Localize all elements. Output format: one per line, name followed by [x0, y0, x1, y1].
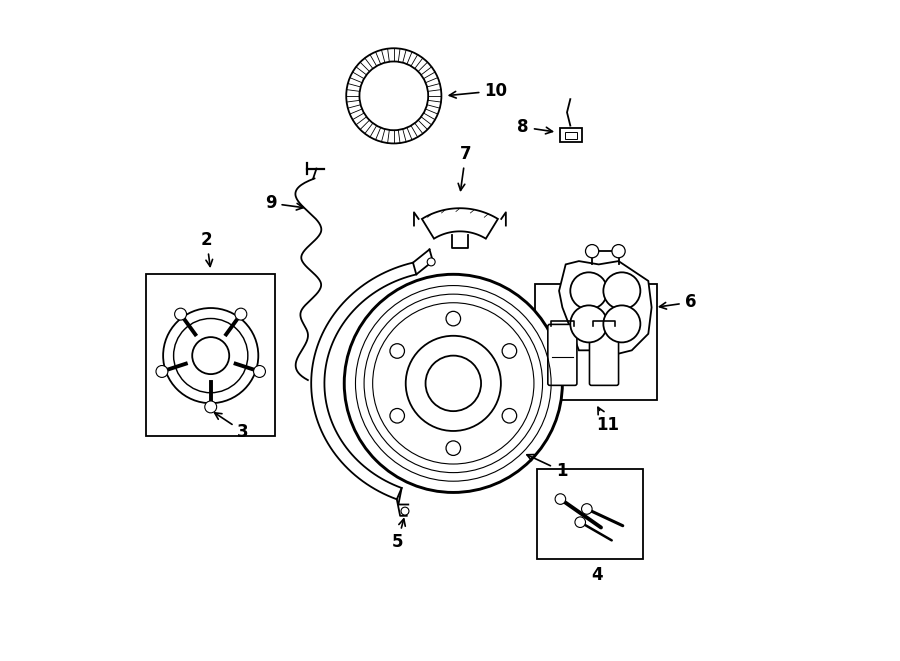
Polygon shape [311, 262, 417, 499]
Circle shape [426, 356, 482, 411]
Circle shape [401, 507, 409, 515]
Bar [561, 128, 581, 142]
Circle shape [156, 366, 168, 377]
Text: 10: 10 [449, 82, 508, 100]
Text: 5: 5 [392, 519, 405, 551]
Circle shape [612, 245, 625, 258]
Circle shape [446, 311, 461, 326]
Circle shape [359, 61, 428, 130]
Circle shape [205, 401, 217, 413]
Text: 4: 4 [591, 566, 603, 584]
Circle shape [235, 308, 247, 320]
Circle shape [390, 408, 404, 423]
Circle shape [581, 504, 592, 514]
Circle shape [603, 272, 641, 309]
Circle shape [502, 408, 517, 423]
Polygon shape [559, 261, 652, 354]
Circle shape [428, 258, 435, 266]
Circle shape [446, 441, 461, 455]
Circle shape [571, 272, 608, 309]
Circle shape [390, 344, 404, 358]
Circle shape [406, 336, 501, 431]
Circle shape [571, 305, 608, 342]
Text: 11: 11 [596, 407, 619, 434]
Circle shape [254, 366, 266, 377]
Bar [146, 274, 274, 436]
FancyBboxPatch shape [590, 325, 618, 385]
Circle shape [603, 305, 641, 342]
Text: 3: 3 [214, 412, 248, 441]
Circle shape [174, 319, 248, 393]
Text: 7: 7 [458, 145, 472, 190]
Circle shape [555, 494, 566, 504]
Text: 1: 1 [526, 455, 567, 480]
Text: 6: 6 [660, 293, 697, 311]
FancyBboxPatch shape [548, 325, 577, 385]
Circle shape [586, 245, 598, 258]
Circle shape [193, 337, 230, 374]
Bar [535, 284, 657, 400]
Circle shape [344, 274, 562, 492]
Circle shape [175, 308, 186, 320]
Circle shape [346, 48, 441, 143]
Polygon shape [422, 208, 498, 239]
Text: 2: 2 [201, 231, 212, 266]
Bar [537, 469, 643, 559]
Circle shape [575, 517, 586, 527]
Text: 9: 9 [265, 194, 303, 212]
Bar [565, 132, 577, 139]
Circle shape [502, 344, 517, 358]
Circle shape [163, 308, 258, 403]
Text: 8: 8 [518, 118, 553, 136]
